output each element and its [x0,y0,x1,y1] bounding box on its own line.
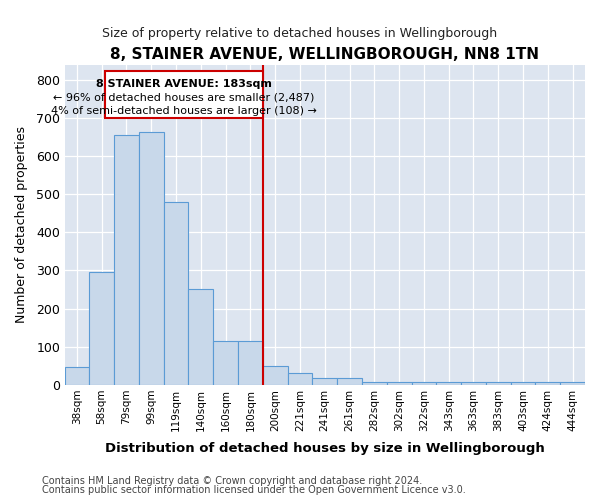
Text: 4% of semi-detached houses are larger (108) →: 4% of semi-detached houses are larger (1… [51,106,317,116]
Text: Contains public sector information licensed under the Open Government Licence v3: Contains public sector information licen… [42,485,466,495]
Bar [362,382,387,384]
Bar [238,341,263,384]
Text: Contains HM Land Registry data © Crown copyright and database right 2024.: Contains HM Land Registry data © Crown c… [42,476,422,486]
X-axis label: Distribution of detached houses by size in Wellingborough: Distribution of detached houses by size … [105,442,545,455]
Bar [164,202,188,384]
Bar [263,366,287,384]
Bar [287,373,313,384]
Bar [139,132,164,384]
Bar [114,136,139,384]
Bar [535,382,560,384]
Text: ← 96% of detached houses are smaller (2,487): ← 96% of detached houses are smaller (2,… [53,92,315,102]
Bar [337,378,362,384]
Bar [65,368,89,384]
Bar [313,378,337,384]
Bar [213,341,238,384]
Bar [89,272,114,384]
Title: 8, STAINER AVENUE, WELLINGBOROUGH, NN8 1TN: 8, STAINER AVENUE, WELLINGBOROUGH, NN8 1… [110,48,539,62]
Y-axis label: Number of detached properties: Number of detached properties [15,126,28,324]
Bar [511,382,535,384]
Bar [436,382,461,384]
Bar [560,382,585,384]
Text: 8 STAINER AVENUE: 183sqm: 8 STAINER AVENUE: 183sqm [96,79,272,89]
Bar [387,382,412,384]
Bar [106,71,263,118]
Bar [412,382,436,384]
Text: Size of property relative to detached houses in Wellingborough: Size of property relative to detached ho… [103,28,497,40]
Bar [486,382,511,384]
Bar [461,382,486,384]
Bar [188,288,213,384]
